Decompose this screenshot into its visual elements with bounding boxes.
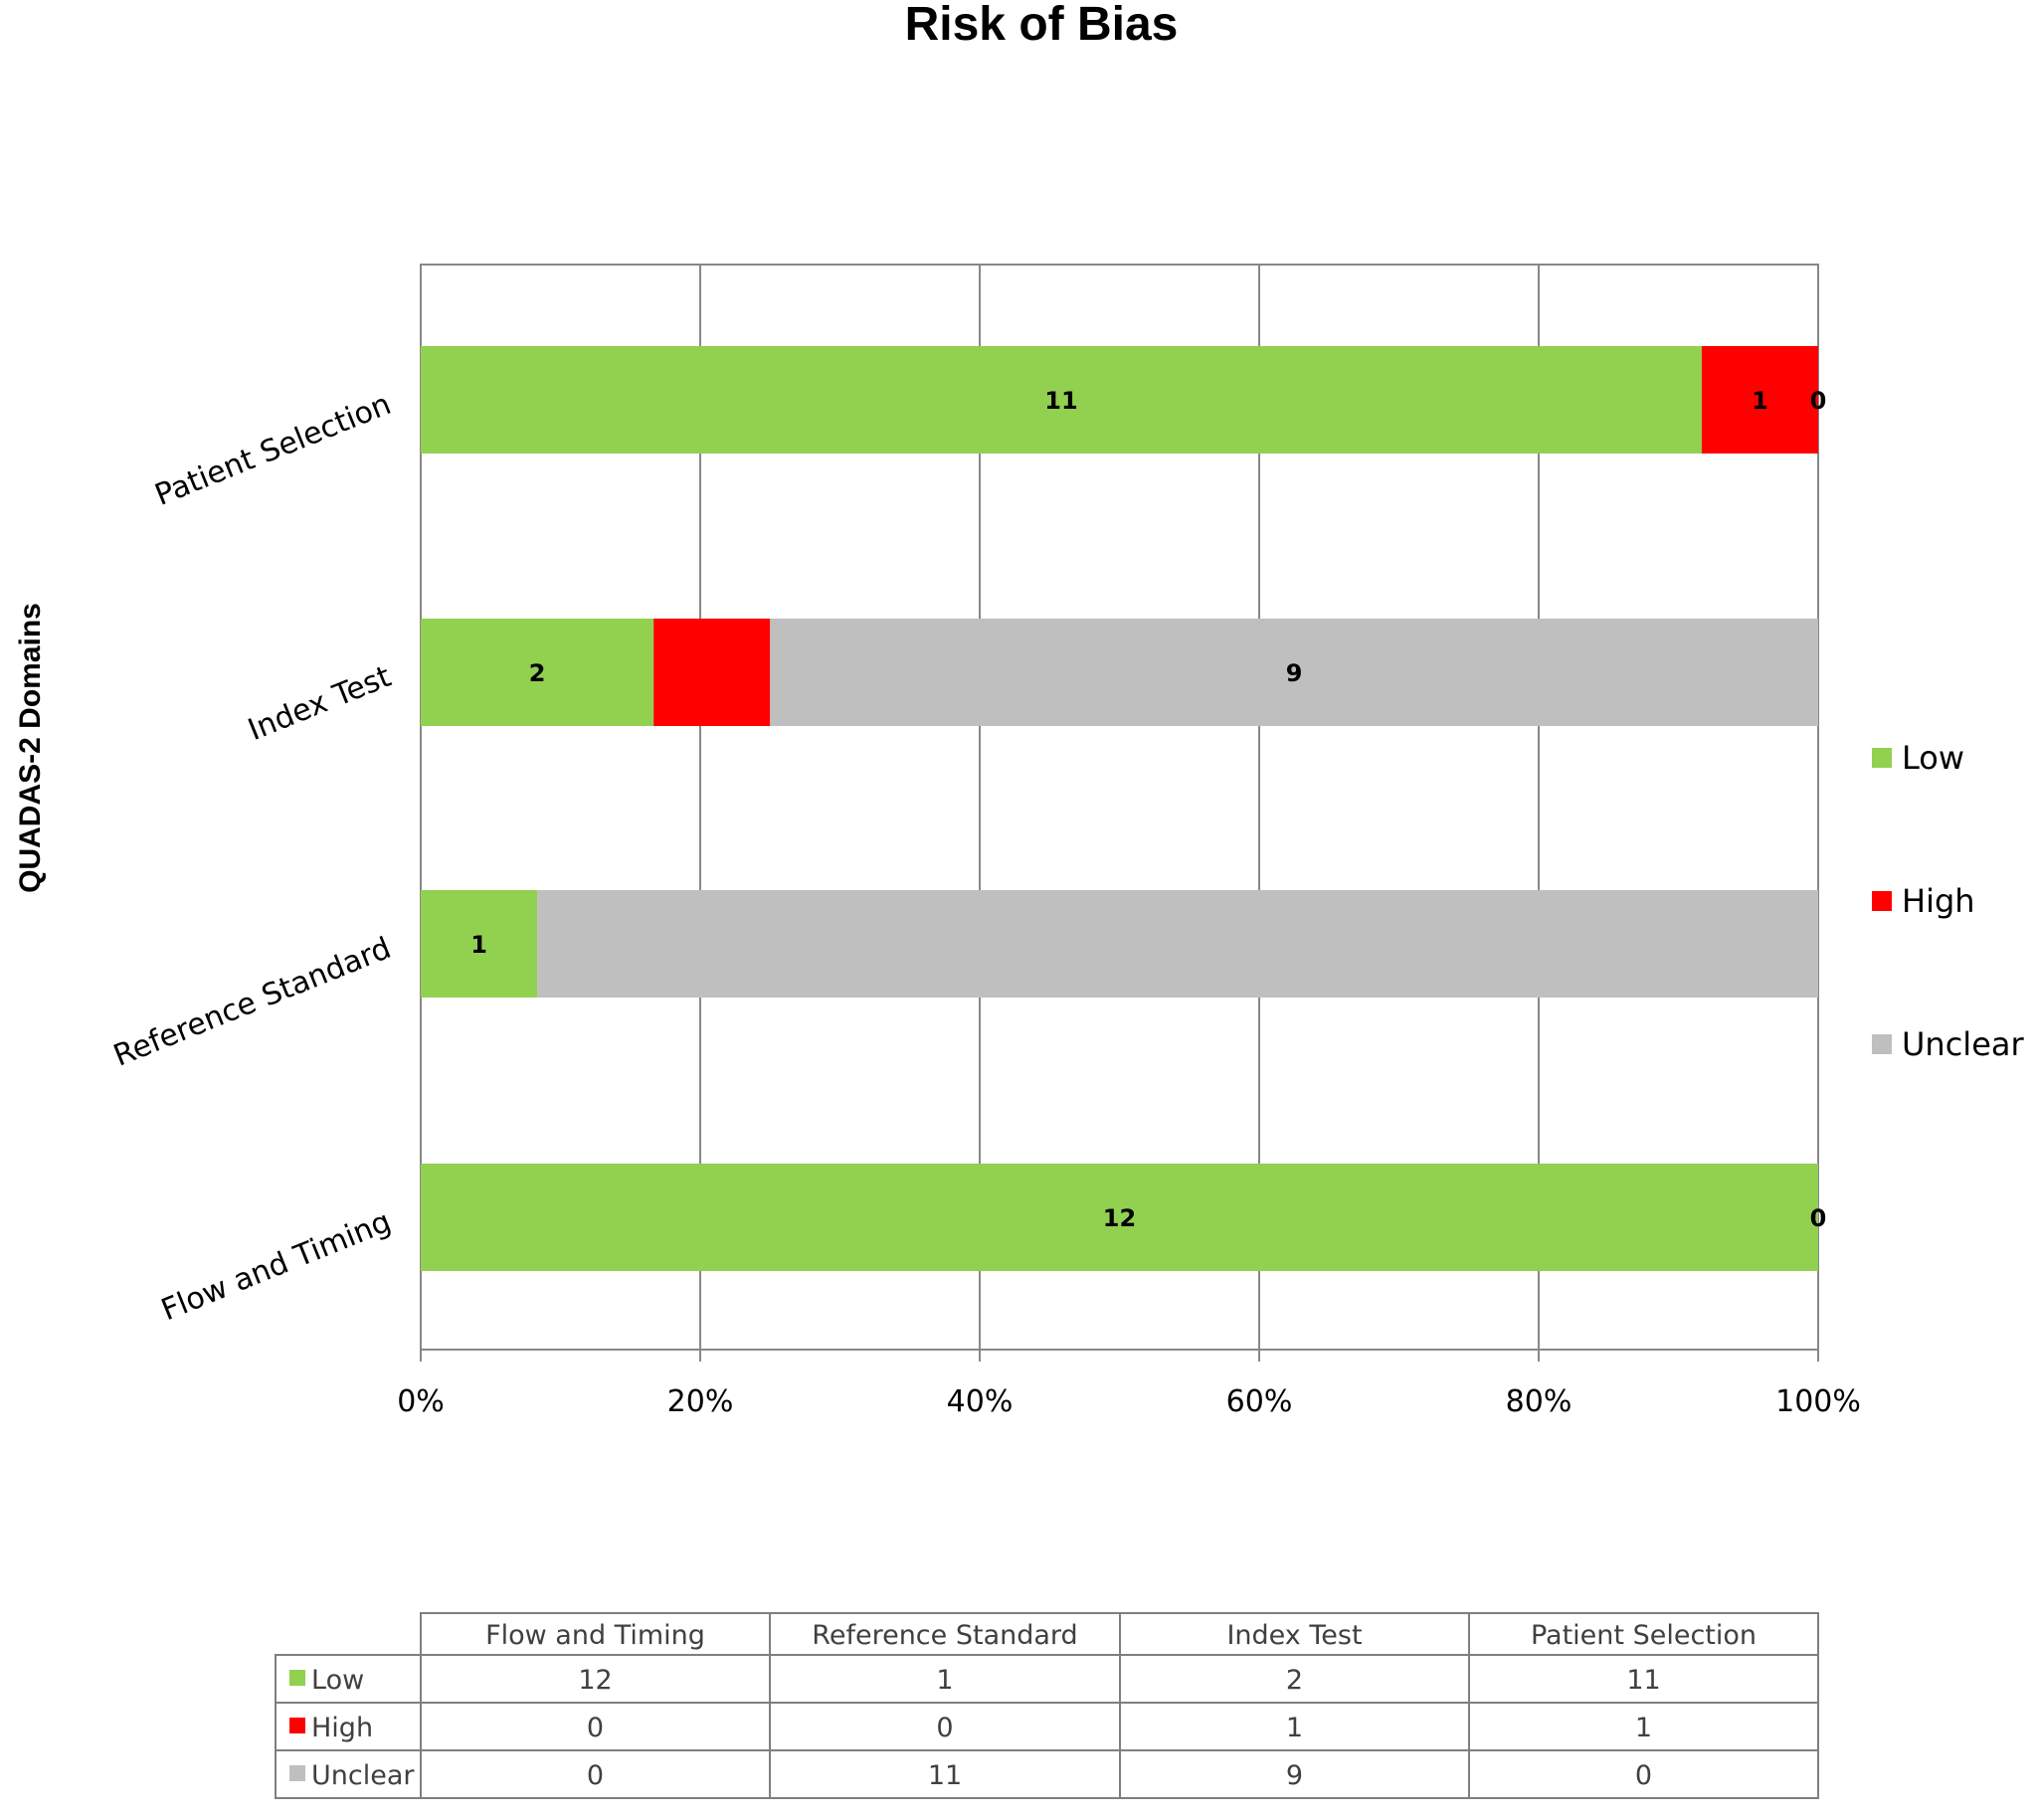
table-cell: 0 [936,1713,953,1743]
bar-reference-standard-low [421,890,538,998]
x-tick-label: 0% [397,1384,445,1419]
x-tick-label: 40% [947,1384,1014,1419]
category-label: Patient Selection [150,387,396,513]
table-column-header: Reference Standard [812,1620,1077,1651]
table-cell: 11 [1626,1665,1660,1696]
legend: Low High Unclear [1872,739,2024,1063]
plot-area: 0% 20% 40% 60% 80% 100% Patient Selection Index… [108,264,1861,1419]
table-cell: 1 [1635,1713,1652,1743]
table-cell: 0 [587,1760,604,1791]
data-label: 12 [1103,1204,1136,1232]
category-label: Index Test [244,659,397,748]
table-cell: 1 [936,1665,953,1696]
table-legend-key-low [289,1670,305,1686]
legend-label: High [1902,882,1975,920]
bar-index-test-low [421,619,654,726]
table-cell: 2 [1286,1665,1303,1696]
table-cell: 9 [1286,1760,1303,1791]
legend-swatch-high [1872,891,1892,911]
legend-label: Unclear [1902,1025,2024,1063]
bar-patient-selection-low [421,346,1702,454]
table-cell: 12 [578,1665,612,1696]
table-row-label: Low [311,1665,364,1696]
table-legend-key-high [289,1718,305,1733]
x-tick-label: 100% [1775,1384,1861,1419]
table-column-header: Flow and Timing [485,1620,705,1651]
table-cell: 0 [1635,1760,1652,1791]
table-column-header: Index Test [1226,1620,1362,1651]
y-axis-title: QUADAS-2 Domains [14,603,47,893]
data-label: 11 [1044,387,1077,415]
bar-index-test-high [653,619,771,726]
table-column-header: Patient Selection [1531,1620,1757,1651]
table-row-label: Unclear [311,1760,415,1791]
data-label: 9 [1286,659,1303,687]
table-row-label: High [311,1713,373,1743]
data-table: Flow and Timing Reference Standard Index T… [275,1612,1819,1799]
table-cell: 0 [587,1713,604,1743]
x-tick-label: 60% [1226,1384,1293,1419]
data-label: 2 [529,659,546,687]
table-cell: 1 [1286,1713,1303,1743]
legend-swatch-unclear [1872,1034,1892,1054]
chart-title: Risk of Bias [905,0,1179,51]
bar-patient-selection-high [1701,346,1818,454]
bar-index-test-unclear [770,619,1818,726]
table-legend-key-unclear [289,1765,305,1781]
data-label: 1 [470,931,487,959]
bar-reference-standard-unclear [537,890,1819,998]
category-label: Flow and Timing [156,1204,396,1328]
category-label: Reference Standard [108,931,396,1074]
data-label: 0 [1810,1204,1827,1232]
legend-label: Low [1902,739,1964,777]
table-body [275,1654,1819,1799]
data-label: 0 [1810,387,1827,415]
x-tick-label: 80% [1506,1384,1573,1419]
table-cell: 11 [928,1760,962,1791]
x-tick-label: 20% [667,1384,734,1419]
legend-swatch-low [1872,748,1892,768]
bar-flow-and-timing-low [421,1164,1818,1271]
data-label: 1 [1752,387,1768,415]
